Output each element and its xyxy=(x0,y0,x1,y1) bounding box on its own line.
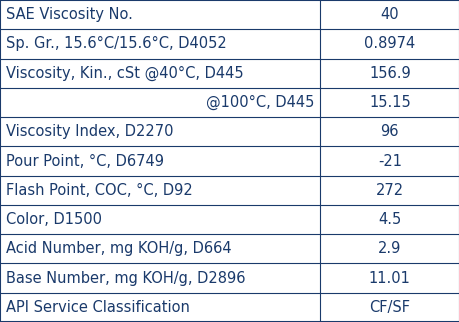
Text: 2.9: 2.9 xyxy=(377,241,401,256)
Text: 40: 40 xyxy=(380,7,398,22)
Text: -21: -21 xyxy=(377,154,401,168)
Text: Viscosity Index, D2270: Viscosity Index, D2270 xyxy=(6,124,173,139)
Text: 156.9: 156.9 xyxy=(368,66,410,81)
Text: Viscosity, Kin., cSt @40°C, D445: Viscosity, Kin., cSt @40°C, D445 xyxy=(6,66,243,81)
Text: 0.8974: 0.8974 xyxy=(364,36,414,52)
Text: Sp. Gr., 15.6°C/15.6°C, D4052: Sp. Gr., 15.6°C/15.6°C, D4052 xyxy=(6,36,226,52)
Text: Acid Number, mg KOH/g, D664: Acid Number, mg KOH/g, D664 xyxy=(6,241,230,256)
Text: Pour Point, °C, D6749: Pour Point, °C, D6749 xyxy=(6,154,163,168)
Text: @100°C, D445: @100°C, D445 xyxy=(205,95,313,110)
Text: SAE Viscosity No.: SAE Viscosity No. xyxy=(6,7,132,22)
Text: 272: 272 xyxy=(375,183,403,198)
Text: API Service Classification: API Service Classification xyxy=(6,300,189,315)
Text: Flash Point, COC, °C, D92: Flash Point, COC, °C, D92 xyxy=(6,183,192,198)
Text: Base Number, mg KOH/g, D2896: Base Number, mg KOH/g, D2896 xyxy=(6,270,245,286)
Text: 11.01: 11.01 xyxy=(368,270,410,286)
Text: CF/SF: CF/SF xyxy=(369,300,409,315)
Text: 4.5: 4.5 xyxy=(377,212,401,227)
Text: 96: 96 xyxy=(380,124,398,139)
Text: Color, D1500: Color, D1500 xyxy=(6,212,101,227)
Text: 15.15: 15.15 xyxy=(368,95,410,110)
